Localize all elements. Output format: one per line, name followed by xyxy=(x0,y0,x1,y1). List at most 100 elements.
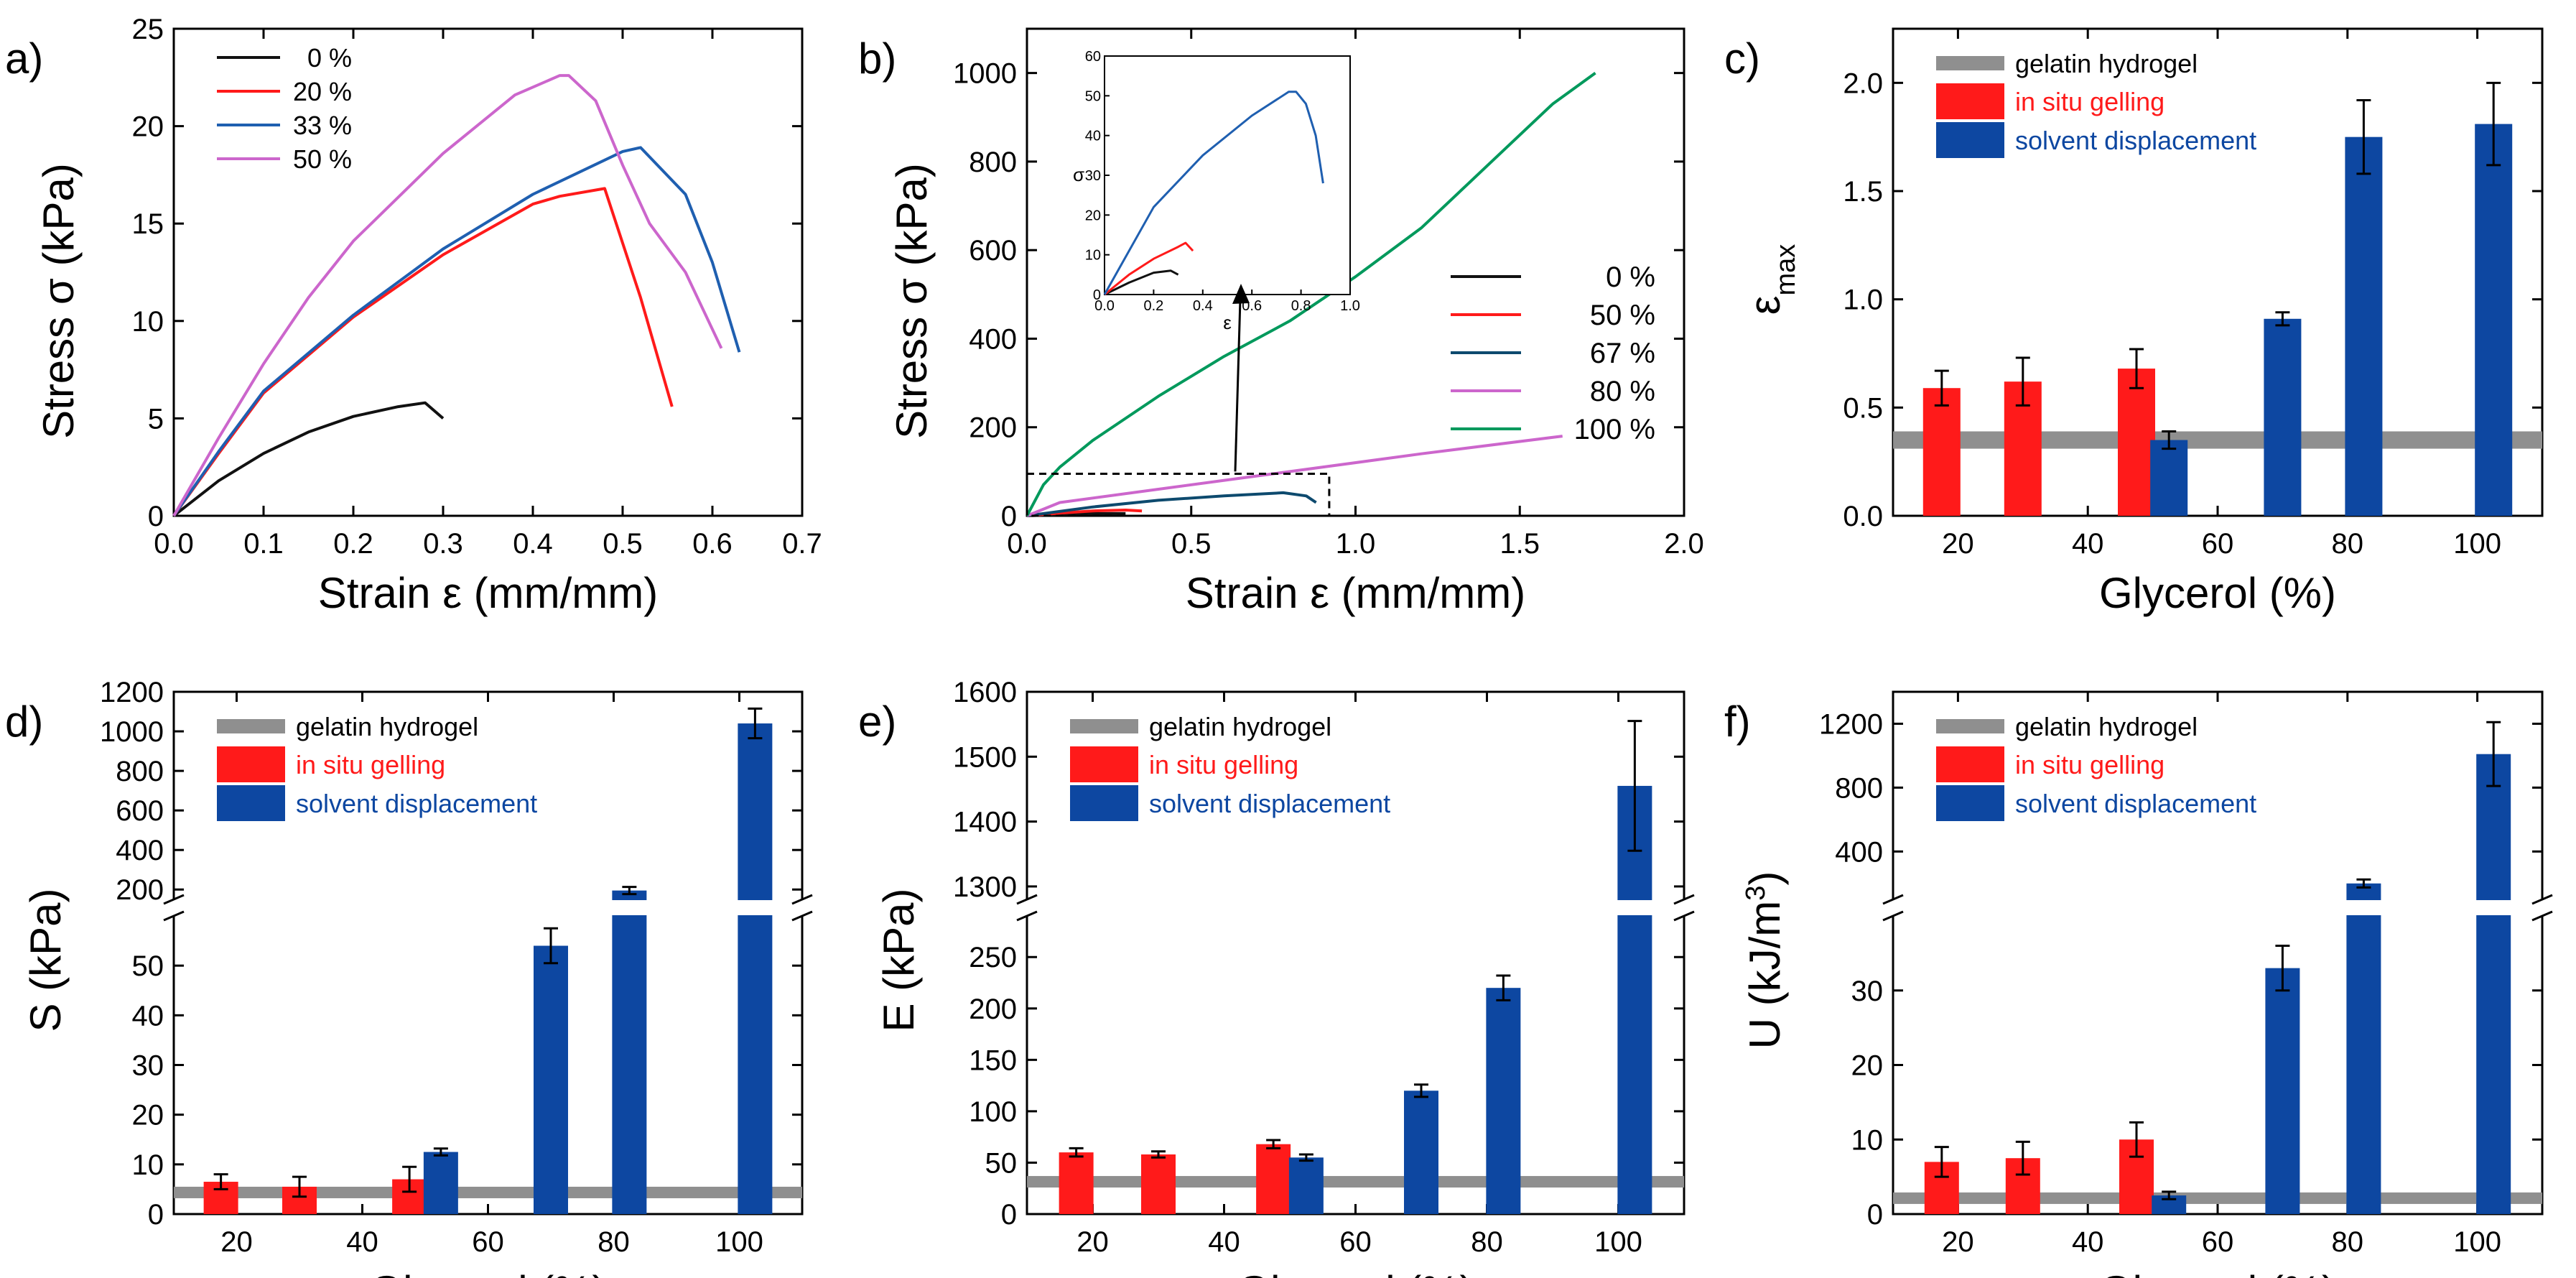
panel-label: a) xyxy=(5,34,43,83)
inset-y-tick-label: 20 xyxy=(1085,208,1101,223)
bar xyxy=(1141,1154,1176,1214)
y-tick-label: 10 xyxy=(132,306,164,338)
y-tick-label: 40 xyxy=(132,1000,164,1032)
bar xyxy=(2265,968,2300,1214)
inset-series-line xyxy=(1103,91,1324,295)
x-tick-label: 0.4 xyxy=(513,528,553,560)
x-tick-label: 40 xyxy=(1208,1226,1240,1258)
inset-frame xyxy=(1104,55,1351,295)
inset-y-tick-label: 30 xyxy=(1085,168,1101,184)
legend-label: 33 % xyxy=(293,111,352,140)
axis-break-mark xyxy=(791,894,813,905)
y-tick-label: 100 xyxy=(969,1096,1017,1128)
bar xyxy=(2345,136,2383,516)
axis-break-mark xyxy=(1673,910,1695,922)
inset-x-tick-label: 0.4 xyxy=(1193,298,1213,314)
x-tick-label: 40 xyxy=(2072,528,2104,560)
panel-label: f) xyxy=(1724,698,1751,746)
bar xyxy=(2475,124,2513,516)
bar xyxy=(2476,754,2511,1214)
gelatin-hydrogel-reference-band xyxy=(1893,431,2542,449)
legend-swatch-in-situ xyxy=(1936,83,2004,119)
legend: gelatin hydrogel in situ gelling solvent d… xyxy=(1070,712,1390,821)
y-tick-label: 600 xyxy=(116,795,164,827)
y-tick-label: 20 xyxy=(1851,1050,1884,1082)
legend-label: solvent displacement xyxy=(2015,789,2256,818)
y-tick-label: 10 xyxy=(1851,1124,1884,1156)
legend-label: solvent displacement xyxy=(2015,126,2256,155)
x-axis-title: Glycerol (%) xyxy=(1237,1267,1474,1278)
legend: gelatin hydrogel in situ gelling solvent d… xyxy=(1936,49,2256,158)
inset-y-tick-label: 10 xyxy=(1085,248,1101,264)
bar xyxy=(1404,1091,1438,1214)
gelatin-hydrogel-reference-band xyxy=(174,1186,802,1198)
y-axis-title: S (kPa) xyxy=(22,888,70,1032)
panel-label: c) xyxy=(1724,34,1760,83)
x-tick-label: 0.0 xyxy=(1007,528,1047,560)
y-axis-title-superscript: 3 xyxy=(1741,886,1771,901)
x-tick-label: 40 xyxy=(346,1226,378,1258)
legend-label: solvent displacement xyxy=(296,789,537,818)
bar xyxy=(2118,369,2155,516)
legend-label: gelatin hydrogel xyxy=(1149,712,1331,741)
x-axis-title: Strain ε (mm/mm) xyxy=(318,569,658,617)
y-tick-label: 800 xyxy=(116,756,164,787)
inset-series-line xyxy=(1104,241,1194,296)
y-tick-label: 400 xyxy=(969,323,1017,355)
x-tick-label: 60 xyxy=(472,1226,504,1258)
y-tick-label: 400 xyxy=(1835,836,1883,868)
series-line-50pct xyxy=(172,74,723,517)
legend-label: gelatin hydrogel xyxy=(296,712,478,741)
x-tick-label: 100 xyxy=(2453,528,2501,560)
legend-swatch-solvent xyxy=(1070,785,1138,821)
legend-label: 80 % xyxy=(1590,376,1655,407)
y-tick-label: 2.0 xyxy=(1843,68,1883,99)
y-tick-label: 0 xyxy=(1867,1199,1883,1231)
x-tick-label: 20 xyxy=(1942,528,1974,560)
series-line-33pct xyxy=(172,146,741,517)
y-tick-label: 250 xyxy=(969,942,1017,973)
legend-label: in situ gelling xyxy=(2015,750,2165,779)
legend-swatch-solvent xyxy=(1936,785,2004,821)
axis-break-gap xyxy=(1892,900,2544,915)
y-tick-label: 1200 xyxy=(1819,708,1883,740)
axis-break-mark xyxy=(1882,910,1904,922)
y-axis-title: Stress σ (kPa) xyxy=(34,163,83,439)
legend-label: 50 % xyxy=(1590,300,1655,331)
x-tick-label: 0.5 xyxy=(603,528,643,560)
inset-y-tick-label: 50 xyxy=(1085,88,1101,104)
legend-label: 0 % xyxy=(307,43,352,73)
y-tick-label: 0.5 xyxy=(1843,392,1883,424)
series-line-0pct xyxy=(172,401,445,517)
gelatin-hydrogel-reference-band xyxy=(1893,1192,2542,1204)
y-axis-title-main: ε xyxy=(1741,296,1789,315)
panel-e: 20 40 60 80 100 Glycerol (%) 0 50 100 150 200 250 13… xyxy=(858,677,1695,1278)
bar xyxy=(612,890,647,1214)
bar xyxy=(1256,1144,1291,1214)
y-tick-label: 10 xyxy=(132,1149,164,1181)
y-tick-label: 200 xyxy=(116,874,164,906)
panel-d: 20 40 60 80 100 Glycerol (%) 0 10 20 30 40 50 200 400… xyxy=(5,677,813,1278)
x-tick-label: 100 xyxy=(1594,1226,1642,1258)
legend-label: in situ gelling xyxy=(2015,87,2165,116)
x-tick-label: 80 xyxy=(2332,528,2364,560)
legend-swatch-gelatin xyxy=(217,719,285,733)
legend-swatch-gelatin xyxy=(1936,719,2004,733)
panel-label: e) xyxy=(858,698,896,746)
x-tick-label: 0.6 xyxy=(692,528,733,560)
axis-break-mark xyxy=(1016,894,1038,905)
series-line-100pct xyxy=(1026,71,1596,517)
inset-y-tick-label: 0 xyxy=(1093,287,1101,303)
inset-x-tick-label: 0.2 xyxy=(1143,298,1163,314)
y-tick-label: 20 xyxy=(132,111,164,143)
inset-y-tick-label: 60 xyxy=(1085,49,1101,65)
legend-label: 50 % xyxy=(293,144,352,174)
x-tick-label: 80 xyxy=(597,1226,630,1258)
y-tick-label: 50 xyxy=(132,950,164,982)
y-tick-label: 150 xyxy=(969,1045,1017,1076)
x-tick-label: 40 xyxy=(2072,1226,2104,1258)
inset-x-title: ε xyxy=(1223,312,1232,333)
x-tick-label: 100 xyxy=(2453,1226,2501,1258)
x-tick-label: 60 xyxy=(2202,1226,2234,1258)
